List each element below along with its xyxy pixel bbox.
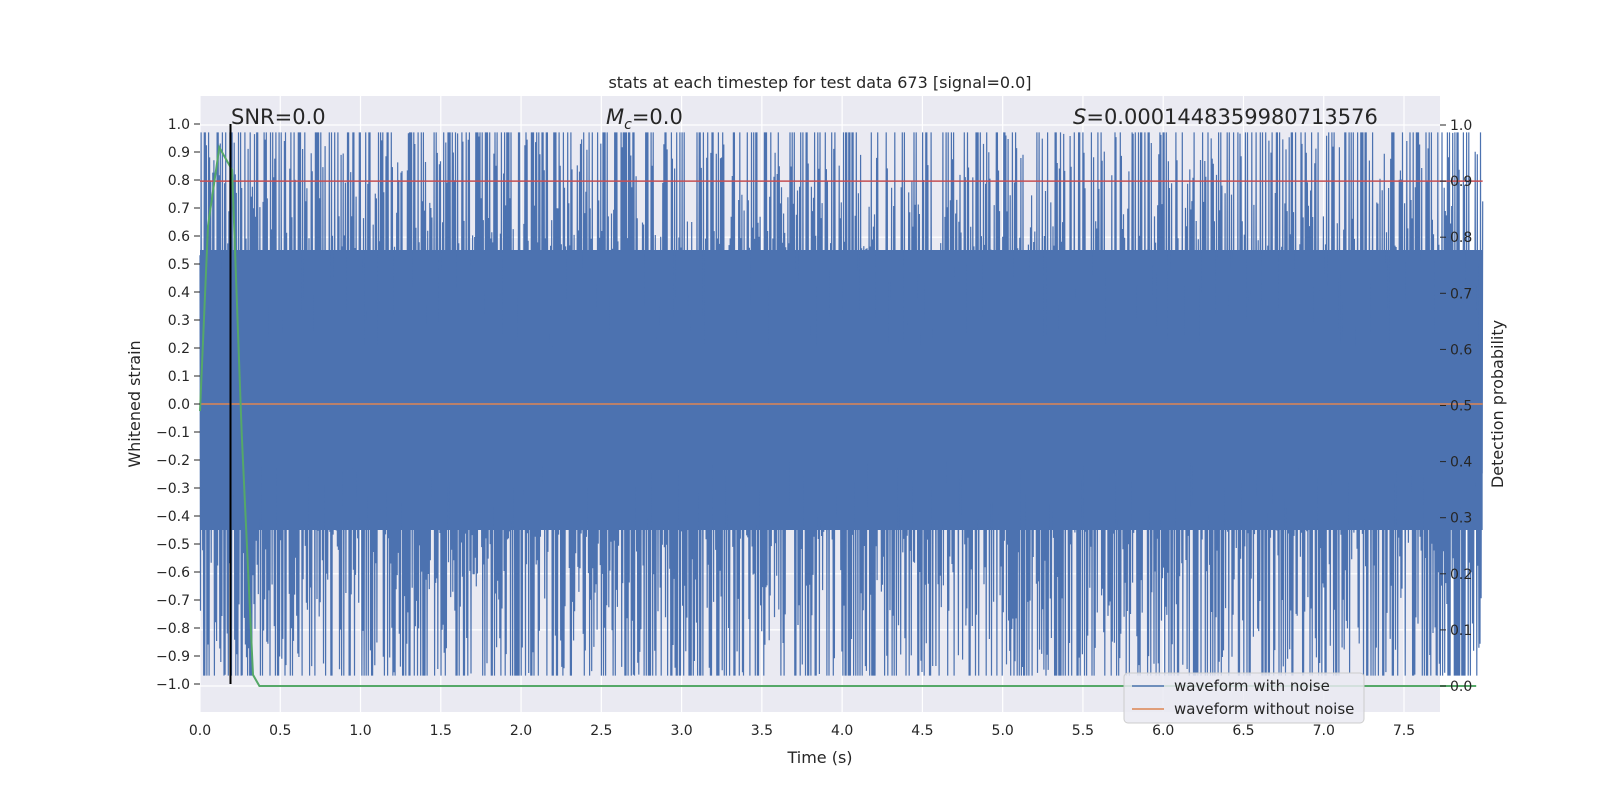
x-tick-label: 0.0 [189, 723, 211, 739]
y-tick-label: 0.7 [168, 201, 190, 217]
y-tick-label: 0.6 [168, 229, 190, 245]
x-tick-label: 3.5 [751, 723, 773, 739]
y2-tick-label: 1.0 [1450, 118, 1472, 134]
score-annotation: S=0.0001448359980713576 [1073, 105, 1378, 129]
y2-tick-label: 0.0 [1450, 679, 1472, 695]
x-tick-label: 6.5 [1232, 723, 1254, 739]
y-tick-label: −0.2 [156, 453, 190, 469]
legend-label-clean: waveform without noise [1174, 700, 1354, 718]
legend-label-noise: waveform with noise [1174, 677, 1330, 695]
y2-tick-label: 0.4 [1450, 455, 1472, 471]
x-tick-label: 2.0 [510, 723, 532, 739]
y-tick-label: −0.3 [156, 481, 190, 497]
y-tick-label: −0.7 [156, 593, 190, 609]
chart-title: stats at each timestep for test data 673… [608, 73, 1031, 92]
y2-tick-label: 0.9 [1450, 174, 1472, 190]
legend-box [1123, 672, 1365, 724]
y-axis-ticks: 1.0 0.9 0.8 0.7 0.6 0.5 0.4 0.3 0.2 0.1 0.0 −0.1 −0.… [156, 117, 200, 693]
x-tick-label: 4.0 [831, 723, 853, 739]
y-tick-label: 1.0 [168, 117, 190, 133]
x-tick-label: 1.5 [430, 723, 452, 739]
waveform-with-noise-series [199, 132, 1484, 676]
y2-tick-label: 0.5 [1450, 399, 1472, 415]
x-tick-label: 5.0 [992, 723, 1014, 739]
y-tick-label: 0.3 [168, 313, 190, 329]
y2-tick-label: 0.7 [1450, 286, 1472, 302]
y-tick-label: 0.0 [168, 397, 190, 413]
snr-annotation: SNR=0.0 [231, 105, 326, 129]
y2-axis-ticks: 1.0 0.9 0.8 0.7 0.6 0.5 0.4 0.3 0.2 0.1 0.0 [1440, 118, 1472, 695]
y2-tick-label: 0.1 [1450, 623, 1472, 639]
y-tick-label: −0.4 [156, 509, 190, 525]
x-tick-label: 5.5 [1072, 723, 1094, 739]
y-tick-label: 0.1 [168, 369, 190, 385]
y-tick-label: −0.8 [156, 621, 190, 637]
x-tick-label: 0.5 [269, 723, 291, 739]
y-tick-label: −0.9 [156, 649, 190, 665]
y-tick-label: 0.9 [168, 145, 190, 161]
x-tick-label: 6.0 [1152, 723, 1174, 739]
y-tick-label: 0.2 [168, 341, 190, 357]
x-tick-label: 4.5 [911, 723, 933, 739]
y-axis-label: Whitened strain [125, 340, 144, 467]
y-tick-label: −0.5 [156, 537, 190, 553]
x-tick-label: 1.0 [349, 723, 371, 739]
x-axis-label: Time (s) [786, 748, 852, 767]
x-tick-label: 3.0 [670, 723, 692, 739]
detection-probability-line [199, 144, 1477, 687]
y-tick-label: −1.0 [156, 677, 190, 693]
x-tick-label: 7.0 [1313, 723, 1335, 739]
y2-tick-label: 0.8 [1450, 230, 1472, 246]
y-tick-label: −0.6 [156, 565, 190, 581]
y-tick-label: 0.8 [168, 173, 190, 189]
chirp-mass-annotation: Mc=0.0 [606, 105, 683, 133]
y-tick-label: 0.5 [168, 257, 190, 273]
legend: waveform with noise waveform without noi… [1123, 672, 1365, 724]
y-tick-label: −0.1 [156, 425, 190, 441]
y2-tick-label: 0.2 [1450, 567, 1472, 583]
y2-tick-label: 0.6 [1450, 342, 1472, 358]
x-tick-label: 2.5 [590, 723, 612, 739]
y-tick-label: 0.4 [168, 285, 190, 301]
x-axis-ticks: 0.0 0.5 1.0 1.5 2.0 2.5 3.0 3.5 4.0 4.5 5.0 5.5 6.0 6… [189, 723, 1415, 739]
y2-tick-label: 0.3 [1450, 511, 1472, 527]
noise-trace [199, 132, 1484, 676]
y2-axis-label: Detection probability [1488, 320, 1507, 488]
x-tick-label: 7.5 [1393, 723, 1415, 739]
